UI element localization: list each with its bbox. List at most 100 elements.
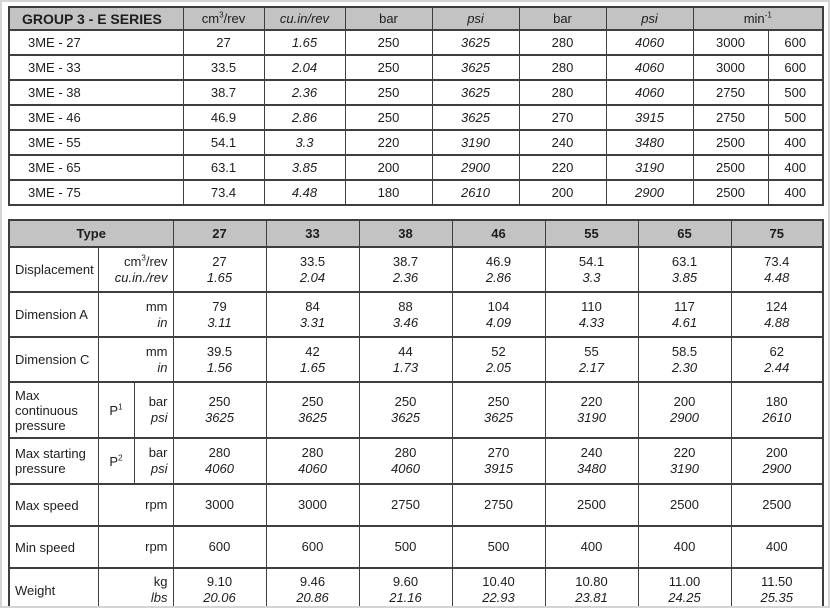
unit-line: mm	[145, 343, 168, 359]
series-group-title: GROUP 3 - E SERIES	[8, 6, 184, 31]
spec-label-cell: Max speed	[8, 483, 99, 527]
spec-value-cell: 250 3625	[451, 381, 546, 439]
value-line: 400	[765, 539, 788, 554]
value-cell: 180	[344, 179, 433, 206]
value-line: 52	[491, 343, 506, 359]
value-cell: 270	[518, 104, 607, 131]
spec-value-cell: 84 3.31	[265, 291, 360, 338]
value-line: 124	[765, 298, 788, 314]
spec-value-cell: 220 3190	[637, 437, 732, 485]
value-cell: 3.3	[263, 129, 346, 156]
value-line: 200	[765, 445, 788, 460]
value-line: 240	[580, 445, 603, 460]
spec-value-cell: 280 4060	[358, 437, 453, 485]
spec-value-cell: 200 2900	[730, 437, 824, 485]
size-column-header: 55	[544, 219, 639, 248]
spec-value-cell: 10.40 22.93	[451, 567, 546, 606]
unit-cell: rpm	[97, 525, 174, 569]
value-cell: 500	[767, 79, 824, 106]
value-cell: 280	[518, 54, 607, 81]
value-cell: 73.4	[182, 179, 265, 206]
value-cell: 500	[767, 104, 824, 131]
spec-value-cell: 2500	[730, 483, 824, 527]
value-cell: 2.86	[263, 104, 346, 131]
spec-row: Max starting pressure P2 bar psi 280 4060 280 4…	[8, 437, 824, 485]
value-cell: 3480	[605, 129, 694, 156]
value-cell: 4060	[605, 29, 694, 56]
unit-cell: mm in	[97, 291, 174, 338]
value-line: 42	[305, 343, 320, 359]
value-line: 1.56	[206, 359, 233, 375]
value-line: 270	[487, 445, 510, 460]
spec-value-cell: 117 4.61	[637, 291, 732, 338]
spec-value-cell: 11.50 25.35	[730, 567, 824, 606]
value-line: 280	[301, 445, 324, 460]
spec-value-cell: 38.7 2.36	[358, 246, 453, 293]
unit-cell: bar psi	[133, 437, 174, 485]
value-line: 3625	[484, 410, 513, 425]
value-line: 20.86	[296, 590, 329, 605]
value-cell: 250	[344, 79, 433, 106]
value-cell: 280	[518, 29, 607, 56]
value-cell: 1.65	[263, 29, 346, 56]
value-line: 9.10	[206, 574, 233, 589]
spec-value-cell: 44 1.73	[358, 336, 453, 383]
model-name-cell: 3ME - 27	[8, 29, 184, 56]
value-line: 3000	[298, 497, 327, 512]
model-name-cell: 3ME - 38	[8, 79, 184, 106]
spec-value-cell: 11.00 24.25	[637, 567, 732, 606]
value-line: 3000	[205, 497, 234, 512]
spec-value-cell: 42 1.65	[265, 336, 360, 383]
pressure-symbol-cell: P1	[97, 381, 135, 439]
value-line: 500	[487, 539, 510, 554]
spec-value-cell: 280 4060	[265, 437, 360, 485]
spec-value-cell: 10.80 23.81	[544, 567, 639, 606]
spec-value-cell: 62 2.44	[730, 336, 824, 383]
spec-value-cell: 2750	[358, 483, 453, 527]
value-cell: 3625	[431, 79, 520, 106]
value-cell: 3000	[692, 29, 769, 56]
spec-value-cell: 400	[730, 525, 824, 569]
value-line: 21.16	[389, 590, 422, 605]
value-line: 9.60	[392, 574, 419, 589]
value-line: 2500	[577, 497, 606, 512]
unit-line: cu.in./rev	[114, 269, 168, 285]
value-line: 2900	[670, 410, 699, 425]
value-cell: 400	[767, 179, 824, 206]
value-cell: 46.9	[182, 104, 265, 131]
value-line: 23.81	[575, 590, 608, 605]
value-line: 10.80	[575, 574, 608, 589]
value-line: 400	[580, 539, 603, 554]
value-cell: 2500	[692, 179, 769, 206]
unit-line: in	[157, 314, 168, 330]
value-line: 25.35	[760, 590, 794, 605]
value-cell: 250	[344, 104, 433, 131]
spec-value-cell: 79 3.11	[172, 291, 267, 338]
value-line: 2.86	[485, 269, 512, 285]
value-line: 4060	[205, 461, 234, 476]
spec-value-cell: 270 3915	[451, 437, 546, 485]
unit-line: cm3/rev	[124, 253, 168, 269]
value-line: 3.3	[582, 269, 601, 285]
value-cell: 2900	[605, 179, 694, 206]
unit-cell: cm3/rev cu.in./rev	[97, 246, 174, 293]
value-cell: 3915	[605, 104, 694, 131]
value-cell: 33.5	[182, 54, 265, 81]
spec-value-cell: 27 1.65	[172, 246, 267, 293]
value-line: 2.36	[392, 269, 419, 285]
unit-line: psi	[150, 410, 168, 425]
value-line: 3.31	[299, 314, 326, 330]
value-line: 280	[394, 445, 417, 460]
size-column-header: 27	[172, 219, 267, 248]
value-line: 4.61	[671, 314, 698, 330]
value-line: 33.5	[299, 253, 326, 269]
series-row: 3ME - 27 27 1.65 250 3625 280 4060 3000 600	[8, 29, 824, 56]
value-line: 73.4	[764, 253, 790, 269]
spec-value-cell: 124 4.88	[730, 291, 824, 338]
value-line: 2.30	[671, 359, 698, 375]
value-line: 2900	[762, 461, 792, 476]
value-cell: 2750	[692, 79, 769, 106]
t2-header-row: Type 27 33 38 46 55 65 75	[8, 219, 824, 248]
value-line: 250	[301, 394, 324, 409]
